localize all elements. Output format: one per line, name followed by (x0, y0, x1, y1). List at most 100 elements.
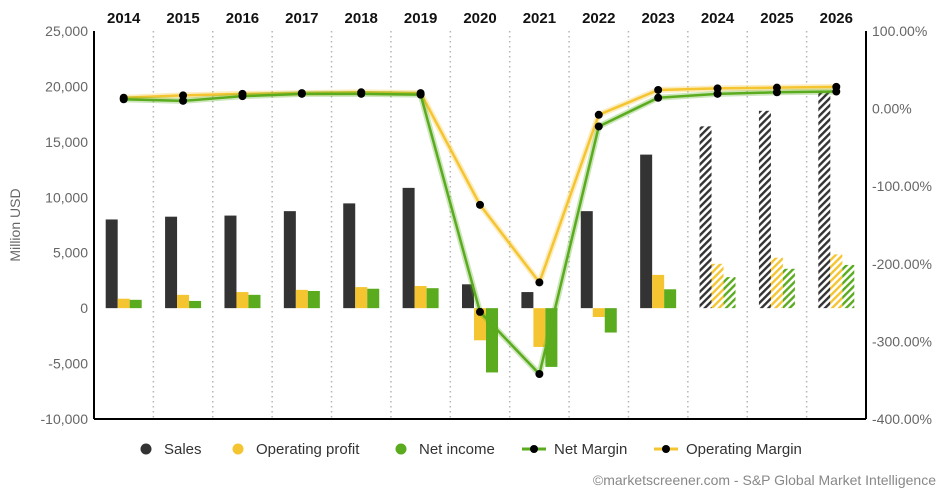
year-label-2021: 2021 (523, 10, 556, 27)
operating-margin-point-2022 (594, 110, 603, 119)
year-label-2018: 2018 (345, 10, 378, 27)
operating-margin-point-2023 (654, 85, 663, 94)
right-tick-label: -400.00% (872, 411, 932, 427)
left-tick-label: -5,000 (48, 356, 88, 372)
bar-operating-profit-2014 (117, 298, 130, 309)
bar-operating-profit-2026 (830, 254, 843, 309)
legend-label-operating-profit: Operating profit (256, 441, 360, 458)
year-label-2016: 2016 (226, 10, 259, 27)
bar-operating-profit-2022 (592, 308, 605, 318)
net-margin-point-2019 (416, 90, 425, 99)
bar-net-income-2022 (604, 308, 617, 333)
bar-sales-2015 (165, 216, 178, 309)
right-tick-label: -100.00% (872, 178, 932, 194)
year-label-2025: 2025 (760, 10, 793, 27)
bar-sales-2023 (640, 154, 653, 309)
bar-sales-2022 (580, 211, 593, 309)
left-tick-label: 15,000 (45, 134, 88, 150)
bars (105, 91, 855, 373)
bar-sales-2025 (758, 110, 771, 309)
bar-operating-profit-2016 (236, 292, 249, 309)
margin-lines (119, 82, 841, 378)
bar-net-income-2026 (842, 264, 855, 309)
year-label-2024: 2024 (701, 10, 735, 27)
bar-operating-profit-2019 (414, 285, 427, 309)
net-margin-point-2024 (713, 89, 722, 98)
y-axis-label: Million USD (7, 188, 23, 261)
net-margin-point-2014 (119, 95, 128, 104)
net-margin-point-2022 (594, 122, 603, 131)
legend-label-net-margin: Net Margin (554, 441, 627, 458)
left-tick-label: 20,000 (45, 78, 88, 94)
left-tick-label: 10,000 (45, 189, 88, 205)
year-label-2015: 2015 (166, 10, 199, 27)
right-tick-label: -300.00% (872, 333, 932, 349)
legend-marker-net-income (395, 443, 407, 455)
legend-label-sales: Sales (164, 441, 202, 458)
year-label-2017: 2017 (285, 10, 318, 27)
year-label-2020: 2020 (463, 10, 496, 27)
year-label-2022: 2022 (582, 10, 615, 27)
bar-net-income-2020 (486, 308, 498, 373)
operating-margin-point-2021 (535, 278, 544, 287)
credit-text: ©marketscreener.com - S&P Global Market … (593, 472, 936, 488)
bar-operating-profit-2021 (533, 308, 546, 347)
bar-net-income-2024 (723, 277, 736, 309)
bar-net-income-2019 (426, 288, 439, 309)
legend-marker-net-margin (530, 445, 538, 453)
year-label-2023: 2023 (641, 10, 674, 27)
bar-net-income-2025 (782, 268, 795, 309)
net-margin-point-2018 (357, 89, 366, 98)
left-tick-label: -10,000 (41, 411, 89, 427)
bar-sales-2021 (521, 292, 534, 309)
left-tick-label: 5,000 (53, 245, 88, 261)
bar-sales-2026 (818, 91, 831, 309)
bar-operating-profit-2025 (770, 257, 783, 309)
bar-net-income-2023 (664, 289, 677, 309)
bar-sales-2024 (699, 126, 712, 309)
right-tick-label: -200.00% (872, 256, 932, 272)
bar-net-income-2016 (248, 294, 261, 309)
left-tick-label: 25,000 (45, 23, 88, 39)
bar-net-income-2018 (367, 288, 380, 309)
bar-operating-profit-2024 (711, 263, 724, 309)
year-label-2019: 2019 (404, 10, 437, 27)
net-margin-point-2015 (179, 96, 188, 105)
legend-label-net-income: Net income (419, 441, 495, 458)
net-margin-point-2017 (297, 89, 306, 98)
axes (93, 31, 867, 420)
bar-net-income-2017 (307, 290, 320, 309)
axis-labels: 2014 2015 2016 2017 2018 2019 2020 2021 2022 2023… (7, 10, 932, 427)
net-margin-point-2020 (476, 307, 484, 316)
bar-sales-2017 (283, 211, 296, 309)
legend-marker-operating-profit (232, 443, 244, 455)
right-tick-label: 0.00% (872, 101, 912, 117)
legend: Sales Operating profit Net income Net Margi… (140, 441, 802, 458)
net-margin-point-2016 (238, 92, 247, 101)
right-tick-label: 100.00% (872, 23, 927, 39)
bar-operating-profit-2015 (177, 294, 190, 309)
legend-label-operating-margin: Operating Margin (686, 441, 802, 458)
bar-net-income-2015 (189, 300, 202, 309)
year-label-2014: 2014 (107, 10, 141, 27)
year-label-2026: 2026 (820, 10, 853, 27)
left-tick-label: 0 (80, 300, 88, 316)
bar-net-income-2021 (545, 308, 558, 367)
bar-sales-2020 (462, 284, 474, 309)
bar-sales-2018 (343, 203, 356, 309)
operating-margin-point-2020 (476, 200, 484, 209)
bar-operating-profit-2023 (652, 274, 665, 309)
bar-sales-2016 (224, 215, 237, 309)
legend-marker-operating-margin (662, 445, 670, 453)
net-margin-point-2025 (772, 88, 781, 97)
net-margin-point-2021 (535, 369, 544, 378)
bar-sales-2014 (105, 219, 118, 309)
bar-operating-profit-2018 (355, 287, 368, 309)
bar-net-income-2014 (129, 299, 142, 309)
legend-marker-sales (140, 443, 152, 455)
net-margin-point-2023 (654, 93, 663, 102)
bar-sales-2019 (402, 187, 415, 309)
net-margin-point-2026 (832, 87, 841, 96)
bar-operating-profit-2017 (295, 289, 308, 309)
